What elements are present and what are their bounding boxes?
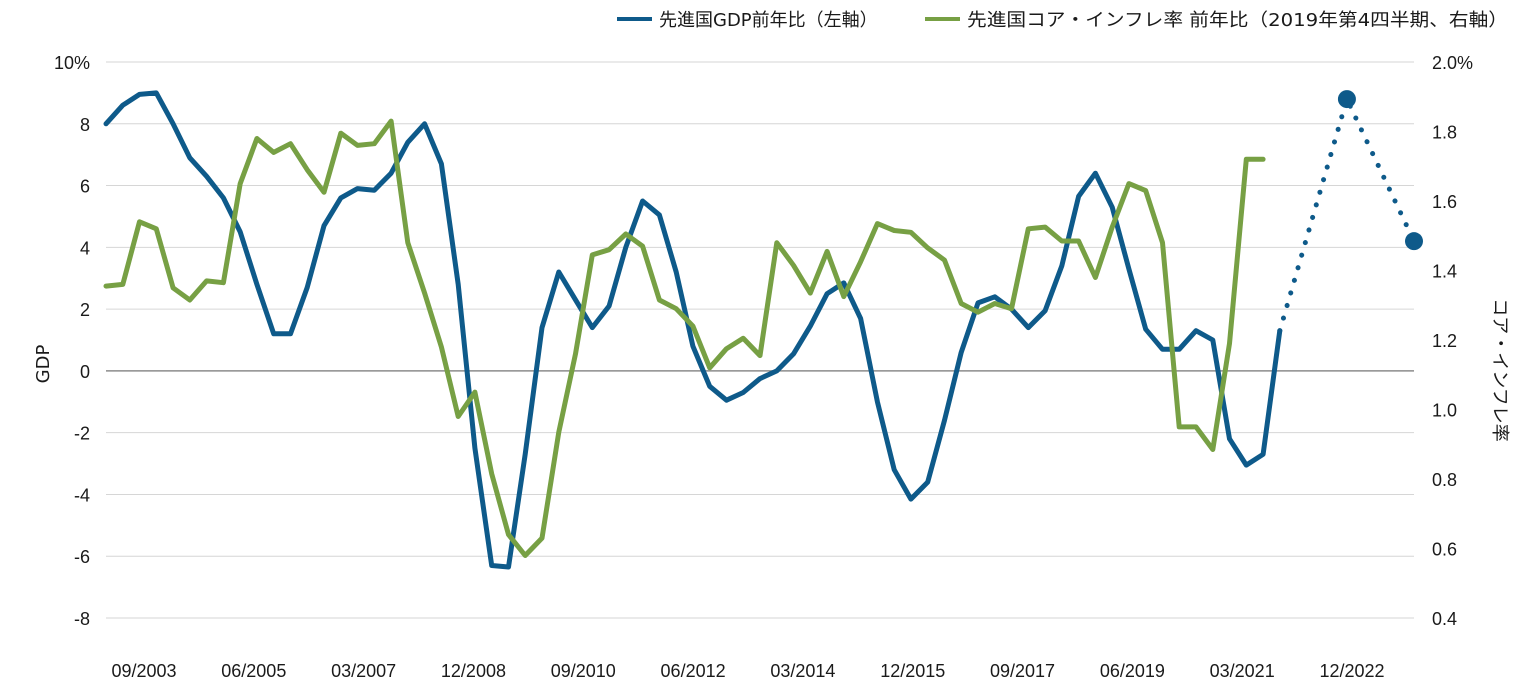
left-tick-label: 0 bbox=[80, 362, 90, 382]
x-tick-label: 06/2019 bbox=[1100, 661, 1165, 681]
right-axis-title: コア・インフレ率 bbox=[1489, 298, 1510, 441]
series-line-0 bbox=[103, 90, 1283, 570]
x-tick-label: 03/2007 bbox=[331, 661, 396, 681]
x-tick-label: 09/2017 bbox=[990, 661, 1055, 681]
x-tick-label: 12/2022 bbox=[1319, 661, 1384, 681]
left-tick-label: 10% bbox=[54, 53, 90, 73]
series-marker bbox=[1405, 232, 1423, 251]
right-tick-label: 0.6 bbox=[1432, 540, 1457, 560]
right-tick-label: 1.0 bbox=[1432, 401, 1457, 421]
left-tick-label: 8 bbox=[80, 115, 90, 135]
left-tick-label: -2 bbox=[74, 424, 90, 444]
x-tick-label: 12/2008 bbox=[441, 661, 506, 681]
x-tick-label: 06/2012 bbox=[661, 661, 726, 681]
left-tick-label: -4 bbox=[74, 485, 90, 505]
series-line-2 bbox=[103, 118, 1266, 558]
left-axis-ticks: -8 -6 -4 -2 0 2 4 6 8 10% bbox=[54, 53, 90, 629]
x-tick-label: 09/2010 bbox=[551, 661, 616, 681]
x-tick-label: 03/2014 bbox=[770, 661, 835, 681]
left-axis-title: GDP bbox=[33, 345, 54, 384]
right-tick-label: 1.6 bbox=[1432, 192, 1457, 212]
legend: 先進国GDP前年比（左軸） 先進国コア・インフレ率 前年比（2019年第4四半期… bbox=[617, 10, 1508, 31]
right-tick-label: 1.4 bbox=[1432, 262, 1457, 282]
x-tick-label: 03/2021 bbox=[1210, 661, 1275, 681]
left-tick-label: 4 bbox=[80, 238, 90, 258]
right-tick-label: 1.2 bbox=[1432, 331, 1457, 351]
series-marker bbox=[1337, 90, 1356, 109]
x-tick-label: 06/2005 bbox=[221, 661, 286, 681]
x-axis-ticks: 09/2003 06/2005 03/2007 12/2008 09/2010 06/20… bbox=[111, 661, 1384, 681]
right-axis-ticks: 0.4 0.6 0.8 1.0 1.2 1.4 1.6 1.8 2.0% bbox=[1432, 53, 1473, 629]
legend-label-gdp: 先進国GDP前年比（左軸） bbox=[659, 10, 878, 31]
x-tick-label: 09/2003 bbox=[111, 661, 176, 681]
left-tick-label: 6 bbox=[80, 177, 90, 197]
left-tick-label: -8 bbox=[74, 609, 90, 629]
right-tick-label: 1.8 bbox=[1432, 123, 1457, 143]
legend-label-inflation: 先進国コア・インフレ率 前年比（2019年第4四半期、右軸） bbox=[967, 10, 1508, 31]
right-tick-label: 2.0% bbox=[1432, 53, 1473, 73]
right-tick-label: 0.8 bbox=[1432, 470, 1457, 490]
left-tick-label: -6 bbox=[74, 547, 90, 567]
right-tick-label: 0.4 bbox=[1432, 609, 1457, 629]
left-tick-label: 2 bbox=[80, 300, 90, 320]
series-line-1 bbox=[1277, 96, 1417, 334]
x-tick-label: 12/2015 bbox=[880, 661, 945, 681]
series-layer bbox=[103, 90, 1423, 570]
